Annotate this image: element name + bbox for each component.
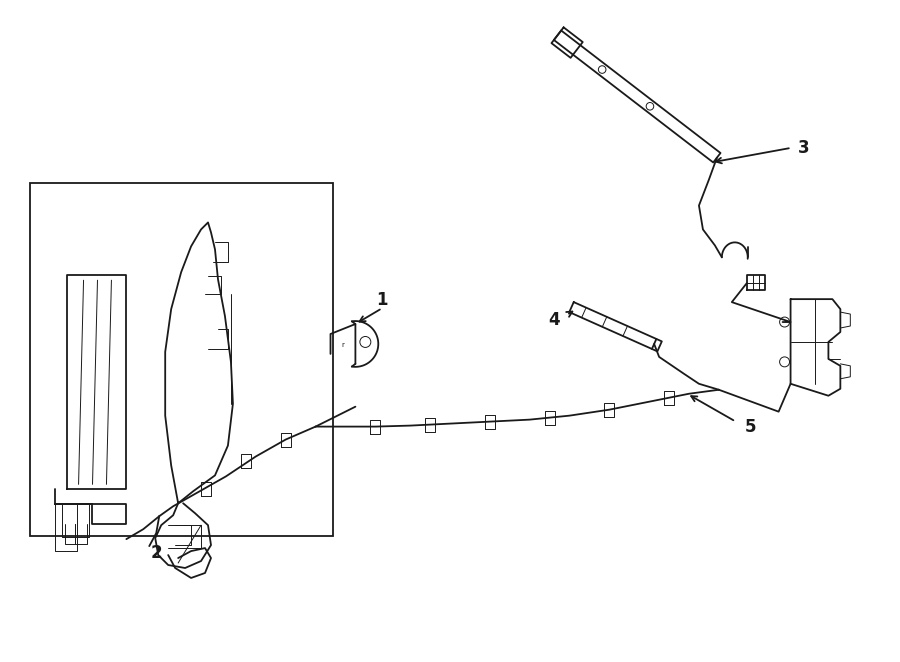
Bar bbox=[30, 183, 334, 536]
Text: 1: 1 bbox=[376, 291, 388, 309]
Text: 2: 2 bbox=[150, 544, 162, 562]
Text: 4: 4 bbox=[549, 311, 561, 329]
Text: 3: 3 bbox=[797, 139, 809, 157]
Text: r: r bbox=[341, 342, 345, 348]
Text: 5: 5 bbox=[745, 418, 757, 436]
